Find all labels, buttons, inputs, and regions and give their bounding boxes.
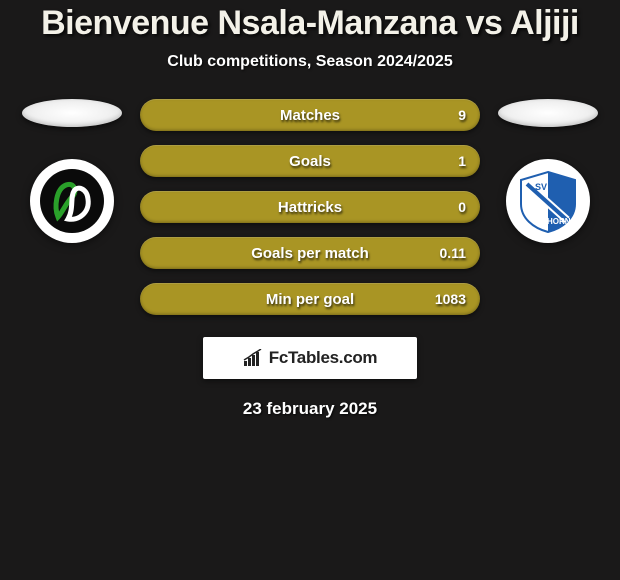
stat-value-right: 9 xyxy=(458,107,466,123)
club-badge-left xyxy=(30,159,114,243)
stat-label: Matches xyxy=(280,107,340,124)
club-badge-left-inner xyxy=(40,169,104,233)
stats-column: Matches 9 Goals 1 Hattricks 0 Goals per … xyxy=(140,99,480,315)
svg-text:HORN: HORN xyxy=(547,217,571,226)
brand-text: FcTables.com xyxy=(269,348,378,368)
stat-value-right: 0.11 xyxy=(440,245,466,261)
stat-bar-goals: Goals 1 xyxy=(140,145,480,177)
page-title: Bienvenue Nsala-Manzana vs Aljiji xyxy=(0,4,620,43)
club-logo-right-icon: SV HORN xyxy=(513,166,583,236)
stat-label: Hattricks xyxy=(278,199,342,216)
right-column: SV HORN xyxy=(498,99,598,243)
player-portrait-left xyxy=(22,99,122,127)
stat-bar-goals-per-match: Goals per match 0.11 xyxy=(140,237,480,269)
stat-label: Goals xyxy=(289,153,331,170)
player-portrait-right xyxy=(498,99,598,127)
main-row: Matches 9 Goals 1 Hattricks 0 Goals per … xyxy=(0,99,620,315)
page-subtitle: Club competitions, Season 2024/2025 xyxy=(0,53,620,71)
infographic-container: Bienvenue Nsala-Manzana vs Aljiji Club c… xyxy=(0,0,620,419)
stat-bar-matches: Matches 9 xyxy=(140,99,480,131)
stat-bar-hattricks: Hattricks 0 xyxy=(140,191,480,223)
stat-value-right: 1 xyxy=(458,153,466,169)
bar-chart-icon xyxy=(243,349,263,367)
svg-text:SV: SV xyxy=(535,182,547,192)
brand-box: FcTables.com xyxy=(203,337,417,379)
stat-value-right: 1083 xyxy=(435,291,466,307)
footer-date: 23 february 2025 xyxy=(0,399,620,419)
stat-bar-min-per-goal: Min per goal 1083 xyxy=(140,283,480,315)
left-column xyxy=(22,99,122,243)
club-logo-left-icon xyxy=(48,177,96,225)
stat-label: Goals per match xyxy=(251,245,369,262)
club-badge-right: SV HORN xyxy=(506,159,590,243)
stat-label: Min per goal xyxy=(266,291,354,308)
stat-value-right: 0 xyxy=(458,199,466,215)
